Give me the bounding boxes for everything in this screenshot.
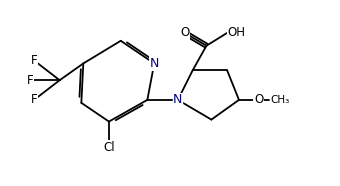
Text: N: N xyxy=(150,57,159,70)
Polygon shape xyxy=(173,96,182,104)
Polygon shape xyxy=(255,97,262,103)
Text: CH₃: CH₃ xyxy=(271,95,290,105)
Text: OH: OH xyxy=(227,26,245,39)
Text: N: N xyxy=(173,93,183,106)
Text: Cl: Cl xyxy=(103,141,115,154)
Text: O: O xyxy=(254,93,263,106)
Text: F: F xyxy=(27,74,33,87)
Polygon shape xyxy=(150,60,159,67)
Text: O: O xyxy=(180,26,189,39)
Text: F: F xyxy=(31,93,37,106)
Text: F: F xyxy=(31,54,37,67)
